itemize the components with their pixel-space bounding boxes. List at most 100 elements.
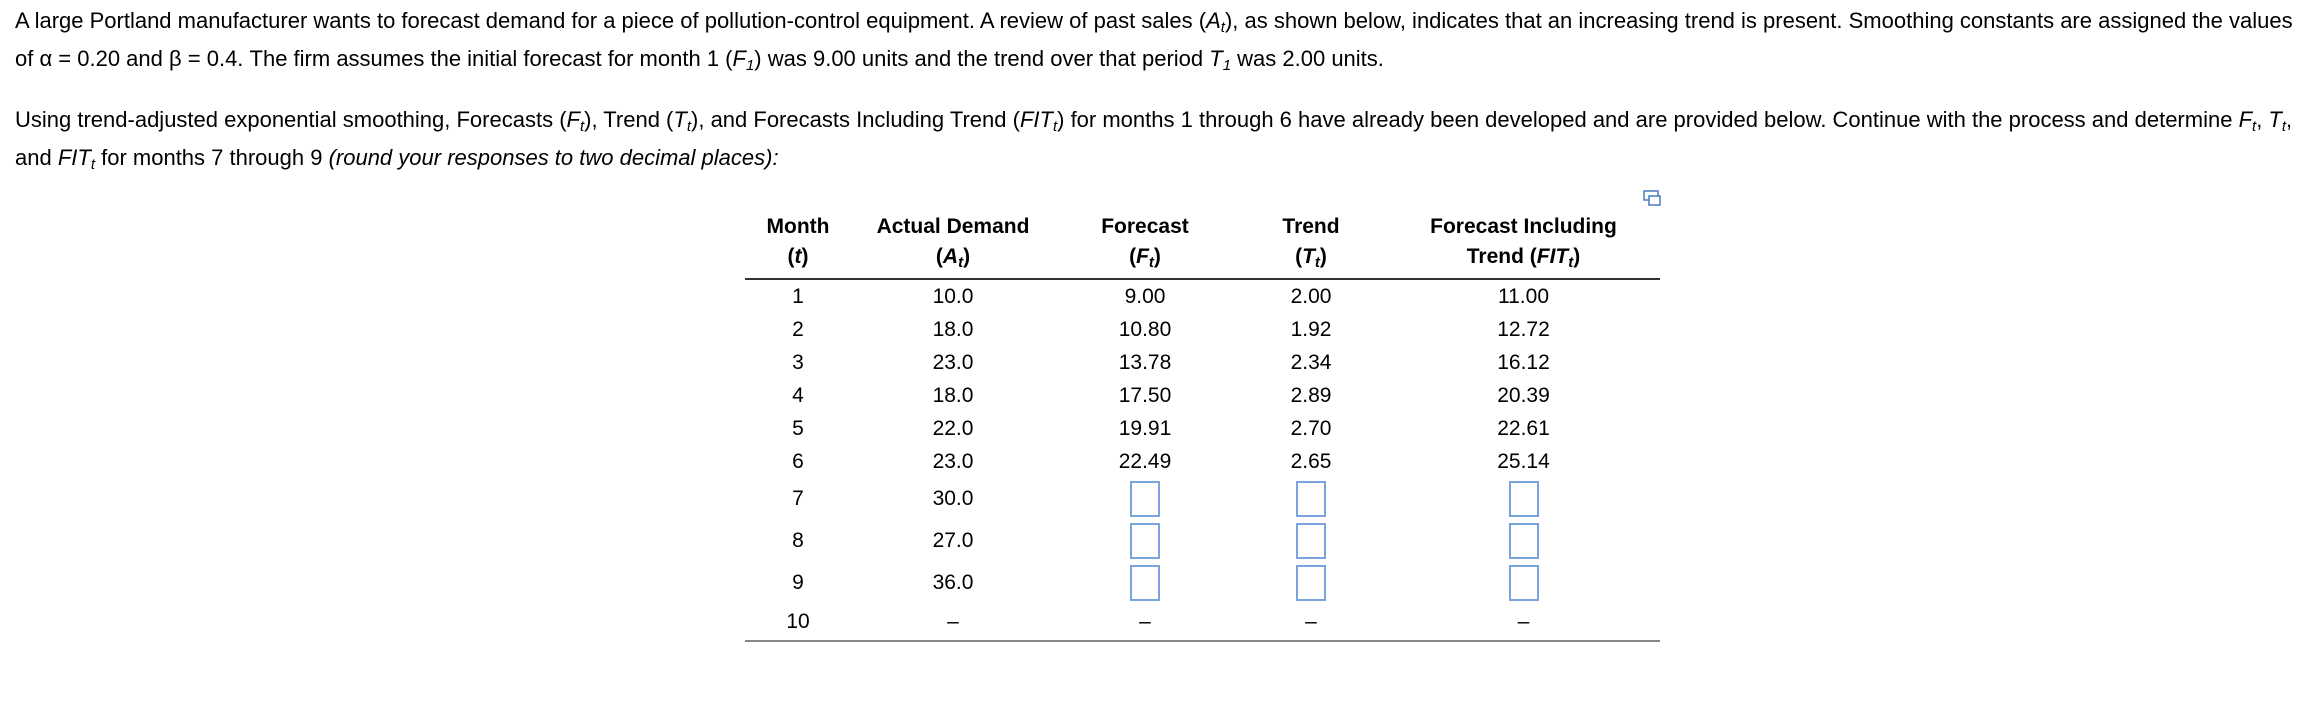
text: t [794,245,802,268]
table-cell: 1 [792,284,804,308]
table-cell: 8 [792,529,804,552]
text: t [1315,254,1320,271]
text: Using trend-adjusted exponential smoothi… [15,107,567,132]
table-cell: 9 [792,571,804,594]
text: (Ft) [1055,242,1235,272]
table-cell: – [1235,604,1387,642]
table-cell: 10.80 [1118,317,1172,341]
answer-input[interactable] [1508,565,1539,601]
input-cell [1235,562,1387,604]
table-cell: – [851,604,1055,642]
answer-input[interactable] [1508,481,1539,517]
text: ) [963,245,971,268]
text: (At) [851,242,1055,272]
table-row: 4 18.0 17.50 2.89 20.39 [745,379,1660,412]
text: T [1209,46,1223,71]
table-cell: 10.0 [932,284,974,308]
table-cell: 6 [792,449,804,473]
text: t [1052,118,1058,135]
copy-icon[interactable] [1643,190,1661,206]
table-cell: 7 [792,487,804,510]
text: ) was 9.00 units and the trend over that… [754,46,1210,71]
table-cell: – [1387,604,1660,642]
table-row: 3 23.0 13.78 2.34 16.12 [745,346,1660,379]
answer-input[interactable] [1296,523,1326,559]
text: T [1302,245,1315,268]
input-cell [1387,478,1660,520]
table-cell: 9.00 [1124,284,1166,308]
text: T [2268,107,2282,132]
text: t [91,156,95,173]
text: ), and Forecasts Including Trend ( [691,107,1020,132]
input-cell [1055,520,1235,562]
text: t [2252,118,2257,135]
text: Actual Demand [876,215,1030,238]
text: ), as shown below, indicates that an inc… [15,8,2293,71]
table-row: 6 23.0 22.49 2.65 25.14 [745,445,1660,478]
table-cell: 25.14 [1497,449,1550,473]
text: Forecast Including [1430,215,1617,238]
text: 1 [745,57,755,74]
table-cell: 23.0 [932,350,974,374]
text: ) [1573,245,1581,268]
text: t [580,118,584,135]
text: t [1053,118,1057,135]
text: t [2282,118,2286,135]
table-cell: 10 [745,604,851,642]
answer-input[interactable] [1296,481,1326,517]
input-cell [1387,562,1660,604]
text: ( [787,245,795,268]
text: F [2238,107,2253,132]
text: t [958,254,964,271]
text: 1 [1223,57,1231,74]
table-cell: 2.89 [1290,383,1332,407]
answer-input[interactable] [1130,523,1160,559]
text: 1 [746,57,754,74]
text: Trend ( [1466,245,1537,268]
data-table: Month (t) Actual Demand (At) Forecast (Ft) … [745,212,1660,642]
text: t [2281,118,2287,135]
table-cell: 18.0 [932,383,974,407]
answer-input[interactable] [1130,565,1160,601]
text: Month [766,215,830,238]
text: t [1149,254,1154,271]
text: for months 7 through 9 [95,145,329,170]
text: ), Trend ( [584,107,674,132]
text: A large Portland manufacturer wants to f… [15,8,1207,33]
header-cell: Month (t) [745,212,851,280]
table-cell: 22.61 [1497,416,1550,440]
table-cell: 4 [792,383,804,407]
text: t [1220,19,1225,36]
table-cell: 12.72 [1497,317,1550,341]
text: t [1148,254,1154,271]
table-row: 1 10.0 9.00 2.00 11.00 [745,279,1660,313]
table-cell: 3 [792,350,804,374]
text: Trend (FITt) [1387,242,1660,272]
text: , [2256,107,2269,132]
header-cell: Trend (Tt) [1235,212,1387,280]
text: ( [935,245,943,268]
input-cell [1387,520,1660,562]
table-cell: 2 [792,317,804,341]
text: t [1314,254,1320,271]
answer-input[interactable] [1130,481,1160,517]
text: (t) [745,242,851,272]
table-cell: 2.34 [1290,350,1332,374]
table-cell: 2.70 [1290,416,1332,440]
table-cell: 30.0 [932,487,974,510]
input-cell [1235,520,1387,562]
table-body: 1 10.0 9.00 2.00 11.00 2 18.0 10.80 1.92 12.72 3 23… [745,279,1660,642]
answer-input[interactable] [1508,523,1539,559]
table-cell: 17.50 [1118,383,1172,407]
text: t [2252,118,2256,135]
text: t [90,156,95,173]
instructions-text: Using trend-adjusted exponential smoothi… [15,101,2305,177]
answer-input[interactable] [1296,565,1326,601]
text: FIT [1536,245,1569,268]
text: Trend [1282,215,1340,238]
table-cell: 22.0 [932,416,974,440]
table-row: 10– – – – [745,604,1660,642]
text: t [579,118,585,135]
text: F [1136,245,1149,268]
